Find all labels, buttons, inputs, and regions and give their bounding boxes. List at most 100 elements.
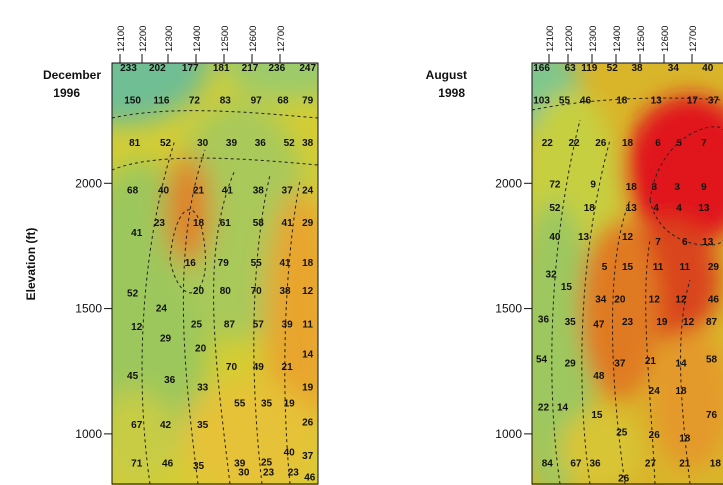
column-header-label: 12500 [636, 26, 647, 52]
heatmap-area: 233 202 177 181 217 236 247 150 116 72 83 97 68 79 81 5… [112, 63, 318, 485]
data-value-label: 41 [222, 186, 234, 197]
data-value-label: 4 [653, 203, 659, 214]
data-value-label: 12 [622, 232, 634, 243]
color-field-blob [560, 410, 640, 485]
column-header-group: 12100 12200 12300 12400 12500 12600 12700 [116, 26, 287, 64]
data-value-label: 52 [127, 288, 139, 299]
data-value-label: 39 [282, 320, 294, 331]
contour-line [612, 199, 631, 485]
data-value-label: 12 [302, 286, 314, 297]
color-field-blob [650, 330, 723, 470]
data-value-label: 45 [127, 371, 139, 382]
data-value-label: 18 [679, 434, 691, 445]
data-value-label: 236 [268, 63, 285, 74]
data-value-label: 46 [162, 459, 174, 470]
y-tick-label: 2000 [495, 176, 522, 190]
panel-title-line2: 1998 [438, 86, 465, 100]
data-value-label: 76 [706, 410, 718, 421]
data-value-label: 55 [559, 95, 571, 106]
data-value-label: 181 [213, 63, 230, 74]
data-value-label: 34 [668, 63, 680, 74]
column-header-label: 12100 [116, 26, 127, 52]
data-value-label: 41 [131, 228, 143, 239]
data-value-label: 54 [536, 355, 548, 366]
data-value-label: 18 [622, 138, 634, 149]
data-value-label: 116 [153, 95, 170, 106]
contour-line [532, 97, 723, 111]
column-header-label: 12300 [164, 26, 175, 52]
data-value-label: 30 [238, 467, 250, 478]
contour-line [141, 139, 176, 485]
data-value-label: 37 [708, 95, 720, 106]
data-value-label: 17 [687, 95, 699, 106]
data-value-label: 12 [649, 295, 661, 306]
data-value-label: 87 [706, 317, 718, 328]
data-value-label: 55 [234, 399, 246, 410]
contour-line [112, 110, 318, 119]
data-value-label: 68 [127, 186, 139, 197]
data-value-label: 13 [651, 95, 663, 106]
data-value-label: 7 [655, 237, 661, 248]
data-value-label: 36 [164, 375, 176, 386]
data-value-label: 21 [645, 356, 657, 367]
data-value-label: 18 [584, 203, 596, 214]
color-field-blob [265, 190, 318, 450]
data-value-label: 80 [220, 286, 232, 297]
y-tick-label: 1500 [495, 302, 522, 316]
data-value-label: 37 [302, 451, 314, 462]
data-value-label: 3 [651, 182, 657, 193]
data-value-label: 29 [160, 333, 172, 344]
data-value-label: 83 [220, 95, 232, 106]
data-value-label: 19 [284, 399, 296, 410]
data-value-label: 22 [542, 138, 554, 149]
data-value-label: 12 [683, 317, 695, 328]
data-value-label: 36 [589, 459, 601, 470]
color-field-blob [112, 390, 175, 485]
panel-title-line2: 1996 [53, 86, 80, 100]
data-value-label: 71 [131, 459, 143, 470]
heatmap-color-field [532, 63, 723, 485]
data-value-label: 41 [279, 258, 291, 269]
data-value-label: 36 [255, 138, 267, 149]
column-header-label: 12600 [248, 26, 259, 52]
panel-title-line1: December [43, 68, 101, 82]
data-value-label: 30 [197, 138, 209, 149]
data-value-label: 29 [708, 262, 720, 273]
data-value-label: 42 [160, 420, 172, 431]
data-value-label: 38 [279, 286, 291, 297]
data-value-label: 52 [160, 138, 172, 149]
data-value-label: 39 [226, 138, 238, 149]
contour-lines [112, 110, 318, 485]
data-value-label: 35 [197, 420, 209, 431]
data-value-label: 97 [251, 95, 263, 106]
y-tick-label: 2000 [75, 176, 102, 190]
data-value-label: 35 [261, 399, 273, 410]
data-value-label: 16 [185, 258, 197, 269]
data-value-label: 22 [568, 138, 580, 149]
panel-december-1996: December 1996 Elevation (ft) 12100 12200 1… [24, 26, 319, 485]
data-value-label: 19 [302, 382, 314, 393]
panel-title-line1: August [426, 68, 467, 82]
data-value-label: 4 [676, 203, 682, 214]
data-value-label: 46 [708, 295, 720, 306]
contour-line [112, 157, 318, 171]
data-value-label: 6 [682, 237, 688, 248]
data-value-label: 61 [220, 218, 232, 229]
data-value-label: 67 [570, 459, 582, 470]
data-value-label: 13 [578, 232, 590, 243]
column-header-label: 12100 [545, 26, 556, 52]
heatmap-color-field [112, 63, 318, 485]
data-value-label: 32 [546, 270, 558, 281]
contour-line [213, 169, 236, 485]
data-value-label: 13 [626, 203, 638, 214]
data-value-label: 15 [622, 262, 634, 273]
data-value-label: 81 [129, 138, 141, 149]
contour-line [680, 279, 691, 485]
y-tick-label: 1500 [75, 302, 102, 316]
data-value-label: 7 [701, 138, 707, 149]
color-field-blob [532, 200, 595, 485]
y-axis: 1000 1500 2000 [75, 176, 112, 441]
data-value-label: 15 [591, 410, 603, 421]
data-value-label: 58 [253, 218, 265, 229]
data-value-label: 39 [234, 459, 246, 470]
